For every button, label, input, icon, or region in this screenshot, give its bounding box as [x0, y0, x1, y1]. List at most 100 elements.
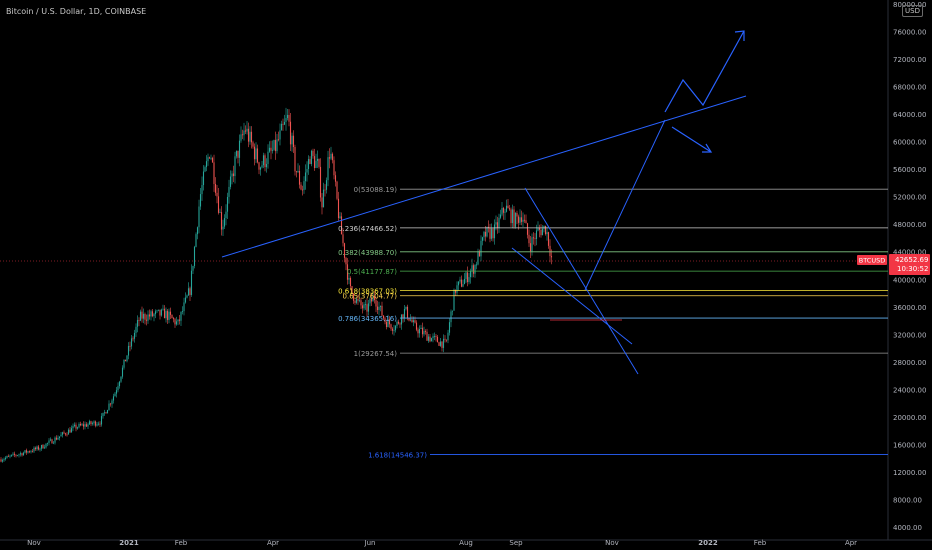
candle-body [310, 150, 313, 164]
candle-body [340, 216, 343, 235]
candle-body [118, 381, 121, 387]
candle-body [178, 319, 181, 321]
candle-body [46, 442, 49, 444]
candle-body [549, 245, 551, 257]
candle-body [40, 445, 43, 449]
candle-body [81, 424, 83, 426]
y-tick-label: 48000.00 [893, 221, 926, 229]
candle-body [217, 196, 220, 213]
candle-body [475, 264, 478, 266]
candle-body [420, 327, 422, 329]
candle-body [550, 256, 553, 258]
candle-body [180, 311, 182, 321]
candle-body [298, 170, 301, 185]
symbol-tag [857, 255, 887, 265]
candle-body [186, 295, 188, 298]
candle-body [60, 434, 62, 437]
candle-body [115, 390, 118, 394]
candle-body [400, 314, 403, 325]
candle-body [283, 121, 286, 125]
candle-body [156, 310, 158, 312]
candle-body [507, 205, 509, 209]
candle-body [202, 171, 205, 186]
candle-body [519, 217, 521, 223]
candle-body [276, 139, 278, 152]
candle-body [430, 338, 433, 342]
candle-body [159, 309, 161, 316]
candle-body [219, 212, 221, 213]
candle-body [349, 277, 352, 287]
candle-body [141, 311, 143, 319]
y-tick-label: 16000.00 [893, 441, 926, 449]
y-tick-label: 72000.00 [893, 56, 926, 64]
candle-body [253, 146, 256, 160]
candle-body [384, 318, 386, 323]
candle-body [327, 157, 329, 181]
candle-body [267, 151, 269, 164]
candle-body [100, 416, 103, 425]
candle-body [307, 159, 310, 169]
candle-body [474, 264, 476, 274]
candle-body [270, 147, 272, 151]
fib-level-label: 0(53088.19) [354, 186, 398, 194]
candle-body [24, 450, 26, 453]
candle-body [333, 160, 335, 176]
currency-button[interactable]: USD [902, 5, 923, 17]
candle-body [493, 224, 496, 239]
candle-body [63, 432, 65, 434]
candle-body [192, 265, 194, 271]
candle-body [289, 121, 292, 145]
candle-body [136, 320, 139, 327]
candle-body [196, 227, 199, 235]
candle-body [1, 460, 4, 462]
candle-body [198, 206, 200, 228]
candle-body [139, 311, 142, 321]
candle-body [300, 184, 302, 190]
candle-body [37, 446, 40, 450]
candle-body [201, 185, 203, 195]
candle-body [423, 331, 425, 335]
candle-body [247, 128, 250, 142]
candle-body [262, 155, 265, 166]
candle-body [538, 227, 541, 230]
candle-body [546, 232, 548, 235]
candle-body [532, 237, 535, 239]
y-tick-label: 12000.00 [893, 469, 926, 477]
bullish-arrowhead [734, 30, 745, 41]
candle-body [462, 284, 464, 287]
candle-body [241, 134, 244, 136]
candle-body [348, 277, 350, 280]
candle-body [357, 298, 359, 301]
candle-body [385, 322, 388, 328]
y-tick-label: 64000.00 [893, 111, 926, 119]
candle-body [487, 226, 490, 228]
candle-body [498, 217, 500, 228]
candle-body [36, 446, 38, 450]
candle-body [450, 311, 452, 323]
candle-body [469, 271, 472, 278]
candle-body [480, 240, 482, 257]
candle-body [30, 451, 32, 453]
candle-body [318, 158, 320, 167]
fib-level-label: 0.382(43988.70) [338, 249, 397, 257]
x-tick-label: Feb [754, 539, 767, 547]
x-tick-label: Aug [459, 539, 473, 547]
candle-body [229, 176, 232, 187]
candle-body [282, 123, 284, 125]
candle-body [126, 355, 128, 362]
candle-body [117, 386, 119, 391]
y-tick-label: 36000.00 [893, 304, 926, 312]
candle-body [228, 186, 230, 197]
y-tick-label: 28000.00 [893, 359, 926, 367]
candle-body [207, 157, 209, 162]
candle-body [249, 131, 251, 142]
candle-body [292, 135, 295, 147]
candle-body [52, 442, 55, 444]
candle-body [346, 264, 349, 280]
candle-body [264, 155, 266, 168]
y-tick-label: 68000.00 [893, 84, 926, 92]
candle-body [85, 424, 88, 427]
candle-body [360, 300, 362, 306]
candle-body [94, 421, 97, 426]
